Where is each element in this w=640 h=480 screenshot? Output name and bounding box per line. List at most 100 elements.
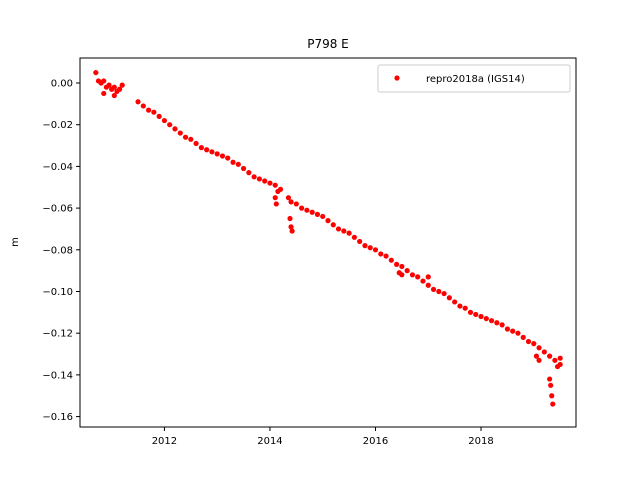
data-point — [106, 82, 112, 88]
y-axis: 0.00 −0.02 −0.04 −0.06 −0.08 −0.10 −0.12 −0.14 −… — [42, 79, 80, 423]
data-point — [525, 338, 532, 345]
data-point — [531, 341, 537, 347]
data-point — [246, 170, 252, 176]
data-point — [293, 201, 299, 207]
y-tick-label: −0.10 — [42, 287, 73, 298]
data-point — [314, 211, 321, 217]
data-point — [235, 161, 241, 167]
data-point — [193, 140, 199, 147]
data-point — [547, 353, 553, 359]
data-point — [510, 328, 516, 334]
data-point — [494, 320, 500, 326]
data-point — [483, 315, 489, 322]
data-point — [135, 99, 141, 105]
data-point — [151, 109, 157, 115]
data-point — [383, 253, 389, 259]
legend-box — [377, 64, 571, 93]
x-tick-label: 2012 — [152, 436, 177, 447]
data-point — [161, 117, 168, 124]
y-tick-label: 0.00 — [51, 79, 73, 90]
data-point — [119, 82, 125, 88]
data-point — [240, 165, 247, 172]
data-point — [272, 182, 278, 188]
data-point — [346, 230, 352, 236]
data-point — [330, 222, 336, 228]
y-tick-label: −0.02 — [42, 120, 73, 131]
y-tick-label: −0.06 — [42, 204, 73, 215]
chart-title: P798 E — [307, 37, 349, 51]
data-point — [273, 201, 279, 207]
data-point — [275, 188, 281, 195]
data-point — [101, 78, 107, 84]
y-tick-label: −0.14 — [42, 370, 73, 381]
x-tick-label: 2014 — [257, 436, 282, 447]
data-point — [230, 159, 236, 165]
data-point — [520, 334, 526, 340]
legend-marker — [394, 75, 400, 81]
plot-area — [79, 57, 577, 428]
data-point — [504, 326, 510, 332]
data-point — [372, 247, 379, 253]
data-point — [362, 243, 368, 249]
y-axis-label: m — [10, 237, 21, 247]
data-point — [446, 295, 452, 301]
data-point — [341, 228, 347, 234]
data-point — [425, 274, 431, 280]
data-point — [262, 178, 268, 184]
data-point — [116, 86, 123, 92]
data-point — [214, 151, 220, 157]
data-point — [478, 313, 484, 320]
data-point — [441, 290, 447, 297]
data-point — [467, 309, 474, 315]
data-point — [188, 136, 194, 142]
data-point — [251, 174, 257, 180]
data-point — [404, 268, 410, 274]
data-point — [156, 113, 162, 119]
data-point — [198, 145, 204, 151]
data-point — [499, 322, 505, 328]
data-point — [457, 303, 463, 309]
data-point — [177, 130, 183, 136]
x-tick-label: 2018 — [468, 436, 493, 447]
data-point — [533, 353, 540, 359]
data-point — [399, 263, 405, 270]
data-point — [420, 278, 426, 284]
data-point — [287, 215, 293, 222]
data-point — [325, 218, 331, 224]
data-point — [367, 245, 373, 251]
data-point — [541, 349, 547, 355]
data-point — [172, 126, 178, 132]
y-tick-label: −0.08 — [42, 245, 73, 256]
data-point — [304, 207, 310, 213]
data-point — [399, 272, 405, 278]
data-point — [552, 357, 558, 363]
data-point — [515, 330, 521, 336]
data-point — [288, 199, 294, 205]
data-point — [299, 205, 305, 211]
data-point — [549, 393, 555, 399]
data-point — [219, 153, 226, 159]
data-point — [209, 149, 215, 155]
data-point — [182, 134, 189, 140]
x-axis: 2012 2014 2016 2018 — [152, 427, 494, 447]
legend-label: repro2018a (IGS14) — [426, 74, 525, 85]
data-point — [146, 107, 152, 113]
data-point — [320, 213, 326, 220]
data-point — [430, 286, 437, 293]
data-point — [140, 103, 146, 109]
data-point — [409, 272, 416, 278]
data-point — [536, 357, 542, 363]
data-point — [288, 224, 294, 230]
data-point — [256, 176, 262, 182]
legend: repro2018a (IGS14) — [377, 64, 571, 93]
data-point — [357, 238, 363, 245]
data-point — [93, 69, 99, 76]
y-tick-label: −0.16 — [42, 412, 73, 423]
data-point — [309, 209, 315, 215]
data-point — [473, 311, 479, 318]
data-point — [462, 305, 468, 311]
data-point — [547, 376, 553, 382]
data-point — [488, 318, 495, 324]
data-point — [272, 195, 278, 201]
data-point — [394, 261, 400, 267]
